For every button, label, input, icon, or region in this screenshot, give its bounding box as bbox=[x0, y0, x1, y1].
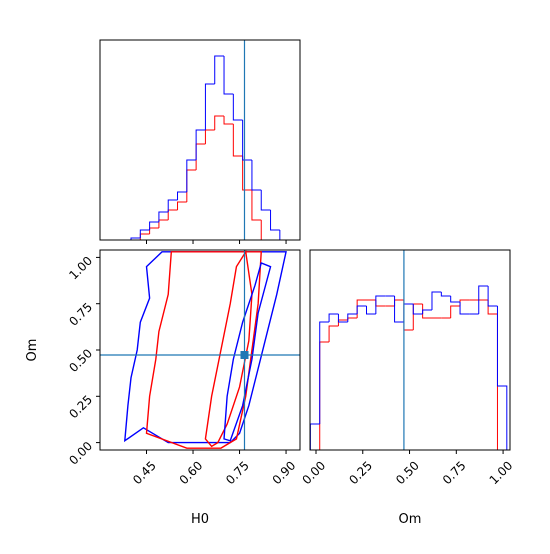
histogram-step bbox=[232, 94, 243, 121]
contour-line bbox=[123, 251, 287, 444]
histogram-step bbox=[319, 341, 330, 450]
histogram-step bbox=[139, 233, 150, 240]
histogram-step bbox=[440, 292, 451, 297]
axes-frame bbox=[99, 39, 301, 241]
contour-line bbox=[145, 251, 262, 449]
histogram-step bbox=[394, 296, 404, 323]
histogram-step bbox=[328, 325, 339, 342]
histogram-step bbox=[403, 303, 414, 322]
histogram-step bbox=[356, 299, 367, 318]
axes-frame bbox=[99, 249, 301, 451]
histogram-step bbox=[412, 304, 423, 315]
histogram-step bbox=[214, 115, 225, 130]
histogram-step bbox=[328, 313, 339, 322]
histogram-step bbox=[412, 303, 423, 330]
histogram-step bbox=[158, 211, 169, 222]
histogram-step bbox=[431, 291, 442, 310]
y-tick-label: 0.00 bbox=[66, 439, 95, 468]
axes-frame bbox=[309, 249, 511, 451]
histogram-step bbox=[337, 319, 348, 326]
histogram-step bbox=[496, 314, 507, 450]
x-tick-label: 0.75 bbox=[223, 458, 252, 487]
histogram-step bbox=[478, 285, 489, 314]
histogram-step bbox=[319, 321, 330, 424]
histogram-step bbox=[375, 300, 386, 307]
histogram-step bbox=[450, 296, 461, 303]
histogram-step bbox=[487, 286, 498, 307]
histogram-step bbox=[204, 129, 215, 144]
y-tick-label: 1.00 bbox=[66, 254, 95, 283]
histogram-step bbox=[270, 210, 280, 231]
histogram-step bbox=[223, 56, 234, 95]
x-tick-label: 0.90 bbox=[270, 458, 299, 487]
histogram-step bbox=[279, 230, 290, 240]
x-axis-label: H0 bbox=[191, 512, 209, 527]
histogram-step bbox=[487, 300, 498, 315]
histogram-step bbox=[158, 219, 169, 228]
histogram-step bbox=[375, 295, 386, 314]
histogram-step bbox=[422, 309, 432, 314]
histogram-step bbox=[310, 423, 320, 450]
histogram-step bbox=[337, 314, 348, 323]
histogram-step bbox=[177, 191, 187, 200]
histogram-step bbox=[347, 317, 358, 320]
histogram-step bbox=[251, 160, 262, 191]
histogram-step bbox=[130, 237, 141, 240]
histogram-step bbox=[177, 201, 187, 210]
histogram-step bbox=[195, 129, 206, 160]
histogram-step bbox=[251, 190, 262, 221]
histogram-step bbox=[195, 143, 206, 170]
histogram-step bbox=[167, 199, 178, 212]
x-tick-label: 0.25 bbox=[346, 458, 375, 487]
histogram-step bbox=[260, 220, 271, 240]
histogram-step bbox=[186, 169, 197, 202]
histogram-step bbox=[260, 190, 271, 211]
x-tick-label: 0.45 bbox=[130, 458, 159, 487]
histogram-step bbox=[167, 209, 178, 220]
histogram-step bbox=[356, 305, 367, 314]
histogram-step bbox=[366, 306, 376, 315]
histogram-step bbox=[394, 299, 404, 306]
contour-line bbox=[223, 262, 272, 442]
x-tick-label: 1.00 bbox=[487, 458, 516, 487]
histogram-step bbox=[204, 83, 215, 130]
histogram-step bbox=[347, 313, 358, 322]
histogram-step bbox=[496, 306, 508, 450]
histogram-step bbox=[242, 156, 252, 191]
histogram-step bbox=[422, 304, 432, 319]
histogram-step bbox=[149, 221, 159, 230]
x-axis-label: Om bbox=[399, 512, 422, 527]
histogram-step bbox=[242, 120, 252, 161]
panel-marks bbox=[310, 250, 508, 450]
x-tick-label: 0.00 bbox=[300, 458, 329, 487]
x-tick-label: 0.75 bbox=[440, 458, 469, 487]
y-tick-label: 0.50 bbox=[66, 346, 95, 375]
truth-point bbox=[240, 351, 249, 359]
histogram-step bbox=[450, 305, 461, 318]
histogram-step bbox=[149, 227, 159, 234]
histogram-step bbox=[459, 299, 470, 306]
histogram-step bbox=[459, 302, 470, 315]
panel-marks bbox=[100, 250, 300, 450]
histogram-step bbox=[232, 124, 243, 157]
panel-marks bbox=[130, 40, 299, 240]
histogram-step bbox=[186, 159, 197, 192]
x-tick-label: 0.50 bbox=[393, 458, 422, 487]
histogram-step bbox=[214, 55, 225, 84]
y-tick-label: 0.75 bbox=[66, 300, 95, 329]
y-tick-label: 0.25 bbox=[66, 393, 95, 422]
histogram-step bbox=[139, 229, 150, 238]
x-tick-label: 0.60 bbox=[177, 458, 206, 487]
y-axis-label: Om bbox=[25, 339, 40, 362]
histogram-step bbox=[223, 116, 234, 125]
